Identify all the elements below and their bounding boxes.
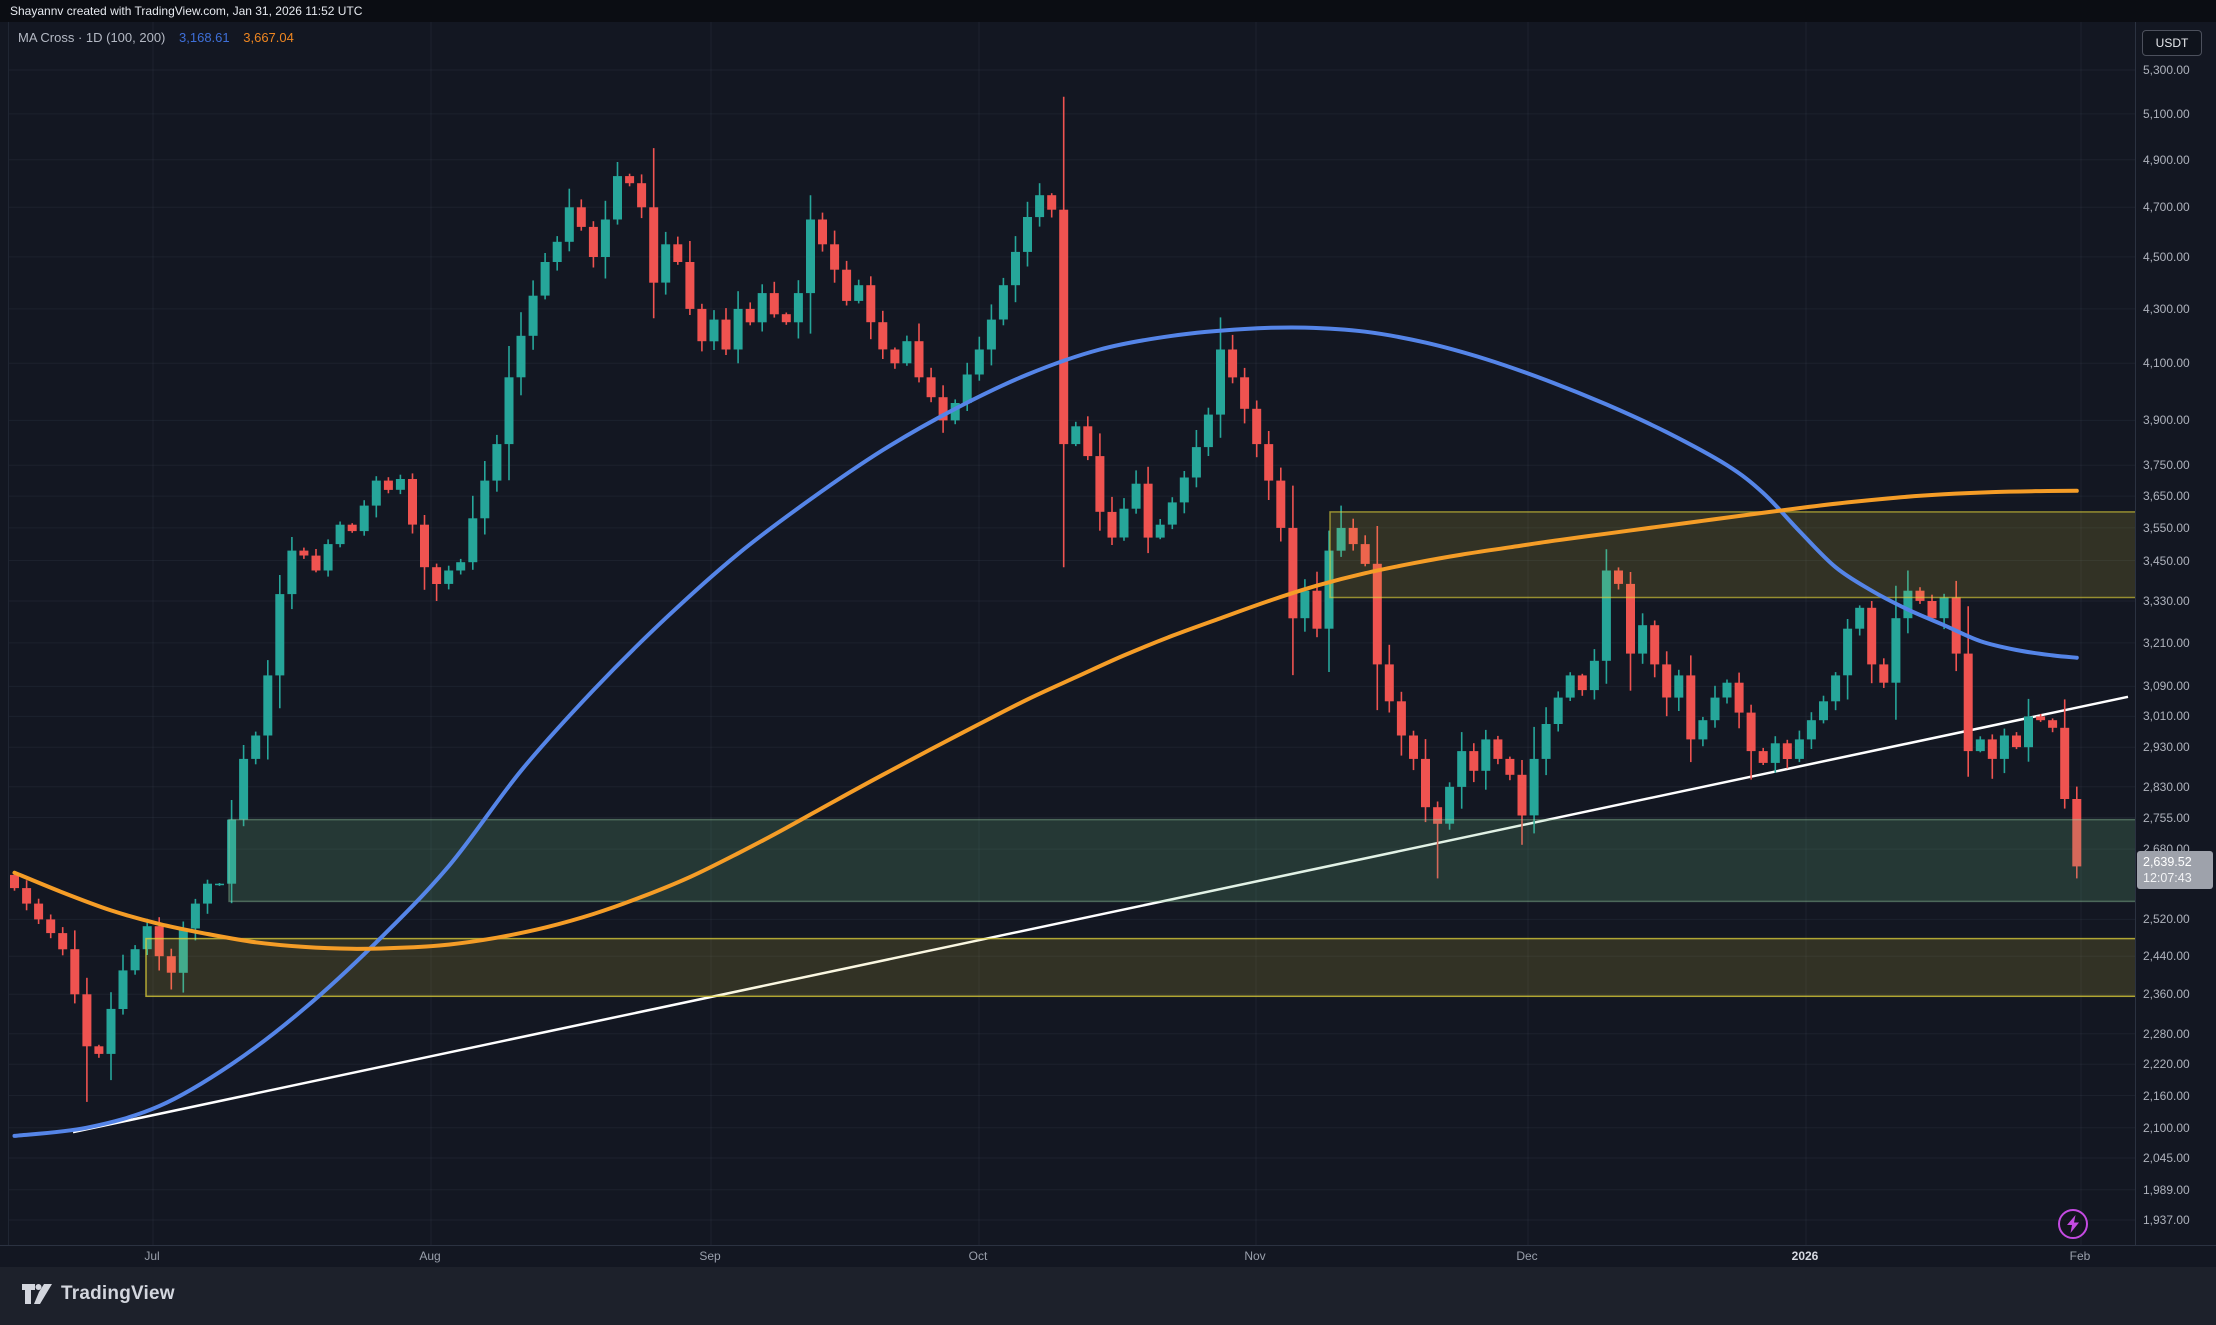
price-tick-label: 3,900.00 bbox=[2143, 413, 2190, 428]
price-tick-label: 3,090.00 bbox=[2143, 679, 2190, 694]
price-tick-label: 3,550.00 bbox=[2143, 520, 2190, 535]
price-tick-label: 3,750.00 bbox=[2143, 458, 2190, 473]
last-price-label: 2,639.52 12:07:43 bbox=[2137, 851, 2213, 890]
time-tick-label: Aug bbox=[419, 1249, 441, 1263]
price-tick-label: 2,930.00 bbox=[2143, 740, 2190, 755]
price-tick-label: 4,300.00 bbox=[2143, 301, 2190, 316]
price-tick-label: 2,830.00 bbox=[2143, 779, 2190, 794]
indicator-title[interactable]: MA Cross · 1D (100, 200) bbox=[18, 30, 166, 45]
price-tick-label: 4,700.00 bbox=[2143, 200, 2190, 215]
price-tick-label: 2,755.00 bbox=[2143, 810, 2190, 825]
time-tick-label: Feb bbox=[2069, 1249, 2091, 1263]
time-axis[interactable]: Jul Aug Sep Oct Nov Dec 2026 Feb bbox=[0, 1245, 2216, 1268]
bar-countdown: 12:07:43 bbox=[2143, 871, 2192, 886]
last-price-value: 2,639.52 bbox=[2143, 855, 2192, 870]
lightning-bolt-icon bbox=[2067, 1215, 2079, 1233]
price-tick-label: 2,220.00 bbox=[2143, 1057, 2190, 1072]
currency-toggle-button[interactable]: USDT bbox=[2142, 30, 2202, 56]
price-tick-label: 3,650.00 bbox=[2143, 489, 2190, 504]
price-tick-label: 2,045.00 bbox=[2143, 1151, 2190, 1165]
time-tick-label: Nov bbox=[1244, 1249, 1266, 1263]
price-tick-label: 4,100.00 bbox=[2143, 356, 2190, 371]
ma100-value: 3,168.61 bbox=[179, 30, 230, 45]
attribution-text: Shayannv created with TradingView.com, J… bbox=[10, 4, 363, 18]
tradingview-logo-text: TradingView bbox=[61, 1283, 175, 1304]
price-axis[interactable]: USDT 5,300.00 5,100.00 4,900.00 4,700.00 4,5… bbox=[2135, 22, 2216, 1267]
time-tick-label: Oct bbox=[968, 1249, 988, 1263]
price-tick-label: 2,280.00 bbox=[2143, 1026, 2190, 1041]
price-tick-label: 2,440.00 bbox=[2143, 949, 2190, 964]
price-tick-label: 4,900.00 bbox=[2143, 152, 2190, 167]
time-tick-label: Sep bbox=[699, 1249, 721, 1263]
price-tick-label: 1,937.00 bbox=[2143, 1213, 2190, 1227]
ma200-value: 3,667.04 bbox=[243, 30, 294, 45]
footer-bar: TradingView bbox=[0, 1267, 2216, 1325]
tradingview-logo[interactable]: TradingView bbox=[22, 1283, 175, 1305]
price-tick-label: 3,210.00 bbox=[2143, 635, 2190, 650]
time-tick-label: 2026 bbox=[1791, 1249, 1819, 1263]
lightning-marker-icon[interactable] bbox=[2058, 1209, 2088, 1239]
tradingview-logo-icon bbox=[22, 1284, 52, 1304]
indicator-legend[interactable]: MA Cross · 1D (100, 200) 3,168.61 3,667.… bbox=[18, 30, 294, 45]
price-tick-label: 2,100.00 bbox=[2143, 1120, 2190, 1135]
price-tick-label: 3,010.00 bbox=[2143, 709, 2190, 724]
chart-pane[interactable] bbox=[8, 22, 2137, 1245]
time-tick-label: Dec bbox=[1516, 1249, 1538, 1263]
price-tick-label: 2,360.00 bbox=[2143, 987, 2190, 1002]
price-tick-label: 3,330.00 bbox=[2143, 593, 2190, 608]
price-tick-label: 2,520.00 bbox=[2143, 912, 2190, 927]
candlestick-chart bbox=[9, 22, 2137, 1245]
price-tick-label: 5,100.00 bbox=[2143, 106, 2190, 121]
attribution-bar: Shayannv created with TradingView.com, J… bbox=[0, 0, 2216, 22]
price-tick-label: 3,450.00 bbox=[2143, 553, 2190, 568]
price-tick-label: 1,989.00 bbox=[2143, 1182, 2190, 1197]
price-tick-label: 2,160.00 bbox=[2143, 1088, 2190, 1103]
price-tick-label: 5,300.00 bbox=[2143, 63, 2190, 77]
price-tick-label: 4,500.00 bbox=[2143, 249, 2190, 264]
time-tick-label: Jul bbox=[144, 1249, 160, 1263]
